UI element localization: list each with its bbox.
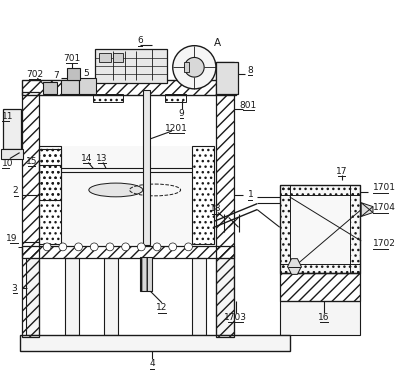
Bar xyxy=(79,78,96,94)
Text: 1702: 1702 xyxy=(373,240,396,249)
Text: 801: 801 xyxy=(240,101,257,110)
Bar xyxy=(280,185,360,273)
Text: 19: 19 xyxy=(6,234,18,243)
Circle shape xyxy=(173,46,216,89)
Bar xyxy=(61,146,192,244)
Bar xyxy=(104,258,118,335)
Text: 17: 17 xyxy=(336,167,347,176)
Bar xyxy=(216,62,233,337)
Bar xyxy=(280,301,360,335)
Text: 5: 5 xyxy=(83,69,89,78)
Text: 4: 4 xyxy=(149,359,155,368)
Bar xyxy=(22,92,39,337)
Bar xyxy=(1,149,23,159)
Text: 7: 7 xyxy=(53,70,59,80)
Circle shape xyxy=(106,243,114,251)
Bar xyxy=(43,82,57,94)
Circle shape xyxy=(137,243,145,251)
Text: 702: 702 xyxy=(26,70,43,79)
Text: 13: 13 xyxy=(96,154,108,163)
Bar xyxy=(350,185,360,273)
Bar xyxy=(140,257,152,291)
Circle shape xyxy=(184,57,204,77)
Bar xyxy=(65,258,79,335)
Polygon shape xyxy=(288,259,301,274)
Bar xyxy=(165,94,186,102)
Bar xyxy=(280,273,360,301)
Ellipse shape xyxy=(89,183,143,197)
Text: 8: 8 xyxy=(247,66,253,75)
Text: 16: 16 xyxy=(318,313,330,322)
Circle shape xyxy=(122,243,130,251)
Text: 18: 18 xyxy=(210,204,222,213)
Bar xyxy=(93,94,122,102)
Bar xyxy=(192,146,214,244)
Circle shape xyxy=(59,243,67,251)
Text: 1704: 1704 xyxy=(373,203,396,212)
Circle shape xyxy=(43,243,51,251)
Circle shape xyxy=(153,243,161,251)
Text: 1201: 1201 xyxy=(165,124,188,133)
Text: 10: 10 xyxy=(2,159,14,168)
Bar xyxy=(26,258,39,335)
Text: 3: 3 xyxy=(11,284,17,292)
Circle shape xyxy=(75,243,83,251)
Bar xyxy=(280,264,360,273)
Bar xyxy=(20,335,290,351)
Bar xyxy=(39,146,61,244)
Bar xyxy=(113,53,122,62)
Text: 6: 6 xyxy=(138,36,143,45)
Text: 1703: 1703 xyxy=(224,313,247,322)
Circle shape xyxy=(169,243,177,251)
Bar xyxy=(143,90,150,245)
Bar xyxy=(95,49,167,83)
Polygon shape xyxy=(361,203,373,216)
Bar xyxy=(216,62,237,94)
Bar xyxy=(22,80,235,95)
Text: 12: 12 xyxy=(156,303,168,312)
Circle shape xyxy=(90,243,98,251)
Text: 1: 1 xyxy=(248,190,254,200)
Bar xyxy=(192,258,206,335)
Bar xyxy=(99,53,111,62)
Bar xyxy=(22,246,233,258)
Bar xyxy=(280,185,360,195)
Bar xyxy=(39,149,61,200)
Bar xyxy=(280,185,290,273)
Bar xyxy=(184,62,190,72)
Text: 14: 14 xyxy=(81,154,92,163)
Text: 1701: 1701 xyxy=(373,183,396,192)
Circle shape xyxy=(184,243,192,251)
Bar xyxy=(67,68,81,80)
Text: 701: 701 xyxy=(63,54,80,63)
Text: 15: 15 xyxy=(26,157,37,166)
Bar xyxy=(61,80,79,94)
Text: A: A xyxy=(214,38,221,48)
Text: 11: 11 xyxy=(2,112,14,121)
Bar xyxy=(3,110,21,149)
Text: 9: 9 xyxy=(179,109,184,118)
Bar xyxy=(216,258,233,335)
Text: 2: 2 xyxy=(12,186,18,195)
